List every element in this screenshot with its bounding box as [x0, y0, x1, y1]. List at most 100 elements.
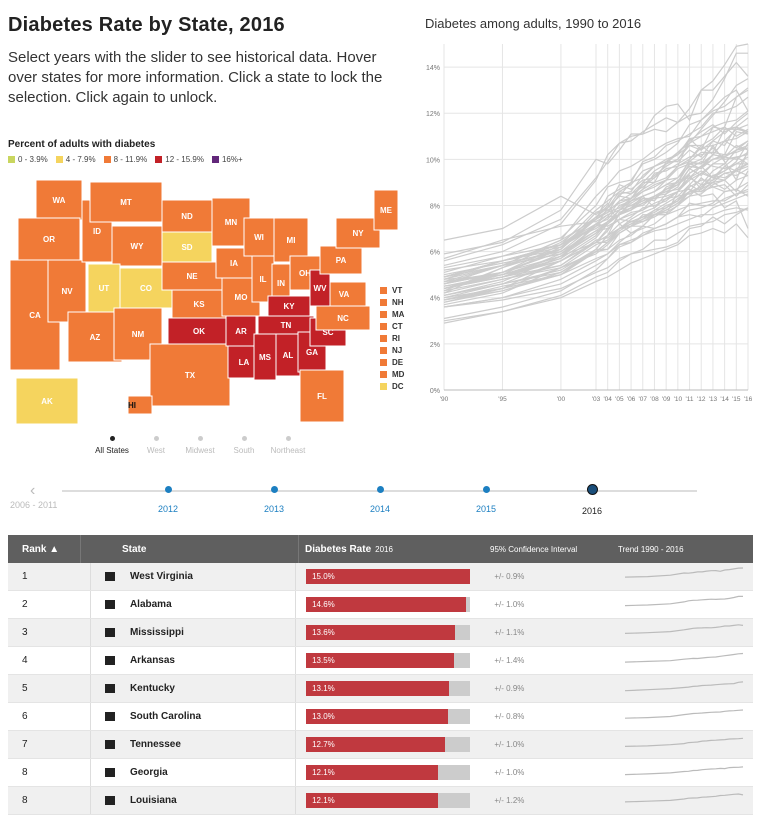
map-state-me[interactable]: [373, 189, 399, 231]
state-icon-cell: [89, 647, 130, 674]
small-state-de[interactable]: DE: [380, 356, 404, 368]
table-row[interactable]: 6 South Carolina 13.0% +/- 0.8%: [8, 703, 753, 731]
series-line-id[interactable]: [443, 174, 749, 301]
small-state-nh[interactable]: NH: [380, 296, 404, 308]
series-line-ri[interactable]: [443, 163, 749, 290]
year-stop[interactable]: 2013: [254, 486, 294, 517]
series-line-sd[interactable]: [443, 207, 749, 308]
year-dot-icon[interactable]: [270, 486, 278, 493]
series-line-tx[interactable]: [443, 126, 749, 283]
table-row[interactable]: 5 Kentucky 13.1% +/- 0.9%: [8, 675, 753, 703]
state-header[interactable]: State: [122, 543, 147, 555]
rank-header[interactable]: Rank ▲: [8, 544, 80, 555]
ci-header[interactable]: 95% Confidence Interval: [490, 544, 578, 554]
year-label[interactable]: 2015: [475, 504, 497, 514]
table-row[interactable]: 8 Georgia 12.1% +/- 1.0%: [8, 759, 753, 787]
legend-label: 12 - 15.9%: [165, 155, 204, 164]
trend-header[interactable]: Trend 1990 - 2016: [618, 544, 684, 554]
year-slider[interactable]: ‹ 2006 - 2011 2012 2013 2014 2015 2016: [0, 478, 760, 518]
map-state-ar[interactable]: [225, 315, 257, 347]
map-state-label: AL: [283, 351, 294, 360]
table-row[interactable]: 7 Tennessee 12.7% +/- 1.0%: [8, 731, 753, 759]
year-dot-icon[interactable]: [482, 486, 490, 493]
series-line-ms[interactable]: [443, 61, 749, 262]
x-tick-label: '08: [650, 396, 659, 403]
rate-header[interactable]: Diabetes Rate 2016: [298, 535, 488, 563]
sort-up-icon[interactable]: ▲: [49, 543, 60, 555]
chevron-left-icon[interactable]: ‹: [30, 482, 36, 499]
series-line-oh[interactable]: [443, 126, 749, 278]
state-icon-cell: [89, 563, 130, 590]
series-line-al[interactable]: [443, 52, 748, 266]
series-line-la[interactable]: [443, 89, 749, 273]
map-state-or[interactable]: [17, 217, 81, 261]
series-line-ca[interactable]: [443, 151, 749, 290]
year-label[interactable]: 2012: [157, 504, 179, 514]
year-label[interactable]: 2016: [581, 506, 603, 516]
table-row[interactable]: 4 Arkansas 13.5% +/- 1.4%: [8, 647, 753, 675]
map-state-wy[interactable]: [111, 225, 163, 267]
table-row[interactable]: 2 Alabama 14.6% +/- 1.0%: [8, 591, 753, 619]
map-state-mi[interactable]: [273, 217, 309, 263]
map-state-nd[interactable]: [161, 199, 213, 233]
state-name-cell: Tennessee: [129, 739, 181, 750]
series-line-wv[interactable]: [443, 43, 749, 255]
map-state-ut[interactable]: [87, 263, 121, 313]
region-option[interactable]: Northeast: [266, 436, 310, 455]
year-dot-icon[interactable]: [164, 486, 172, 493]
table-row[interactable]: 1 West Virginia 15.0% +/- 0.9%: [8, 563, 753, 591]
table-row[interactable]: 3 Mississippi 13.6% +/- 1.1%: [8, 619, 753, 647]
region-option[interactable]: South: [222, 436, 266, 455]
us-choropleth-map[interactable]: WA OR CA NV ID MT WY UT CO AZ NM ND SD NE KS OK TX MN IA MO…: [0, 170, 400, 425]
map-state-label: NE: [186, 272, 198, 281]
year-dot-icon[interactable]: [376, 486, 384, 493]
small-state-nj[interactable]: NJ: [380, 344, 404, 356]
map-state-mt[interactable]: [89, 181, 163, 223]
year-stop[interactable]: 2015: [466, 486, 506, 517]
map-state-tx[interactable]: [149, 343, 231, 407]
series-line-co[interactable]: [443, 223, 749, 322]
series-line-sc[interactable]: [443, 89, 749, 280]
year-stop[interactable]: 2016: [572, 484, 612, 519]
slider-range-label[interactable]: 2006 - 2011: [10, 500, 58, 510]
year-stop[interactable]: 2012: [148, 486, 188, 517]
region-option[interactable]: Midwest: [178, 436, 222, 455]
small-state-ct[interactable]: CT: [380, 320, 404, 332]
year-dot-icon[interactable]: [586, 484, 598, 495]
map-state-ok[interactable]: [167, 317, 231, 345]
small-state-vt[interactable]: VT: [380, 284, 404, 296]
map-state-fl[interactable]: [299, 369, 345, 423]
ci-cell: +/- 1.4%: [494, 656, 525, 665]
year-label[interactable]: 2014: [369, 504, 391, 514]
map-state-ny[interactable]: [335, 217, 381, 249]
series-line-md[interactable]: [443, 140, 749, 280]
map-state-wa[interactable]: [35, 179, 83, 221]
series-line-dc[interactable]: [443, 188, 749, 241]
region-option[interactable]: All States: [90, 436, 134, 455]
series-line-wy[interactable]: [443, 188, 749, 303]
map-state-ak[interactable]: [15, 377, 79, 425]
table-row[interactable]: 8 Louisiana 12.1% +/- 1.2%: [8, 787, 753, 815]
small-state-ri[interactable]: RI: [380, 332, 404, 344]
year-stop[interactable]: 2014: [360, 486, 400, 517]
series-line-ak[interactable]: [443, 207, 749, 324]
small-state-md[interactable]: MD: [380, 368, 404, 380]
map-state-ne[interactable]: [161, 261, 223, 291]
state-shape-icon: [105, 628, 116, 637]
region-option[interactable]: West: [134, 436, 178, 455]
series-line-vt[interactable]: [443, 191, 749, 296]
map-state-nc[interactable]: [315, 305, 371, 331]
series-line-ar[interactable]: [443, 78, 749, 278]
map-state-wi[interactable]: [243, 217, 275, 257]
map-state-az[interactable]: [67, 311, 123, 363]
year-label[interactable]: 2013: [263, 504, 285, 514]
series-line-nc[interactable]: [443, 124, 749, 294]
region-label: South: [233, 446, 255, 455]
state-shape-icon: [105, 572, 116, 581]
small-state-ma[interactable]: MA: [380, 308, 404, 320]
small-state-dc[interactable]: DC: [380, 380, 404, 392]
series-line-de[interactable]: [443, 131, 749, 269]
series-line-wa[interactable]: [443, 165, 749, 301]
map-state-hi[interactable]: [127, 395, 153, 415]
small-states-legend: VT NH MA CT RI NJ DE MD DC: [380, 284, 404, 392]
